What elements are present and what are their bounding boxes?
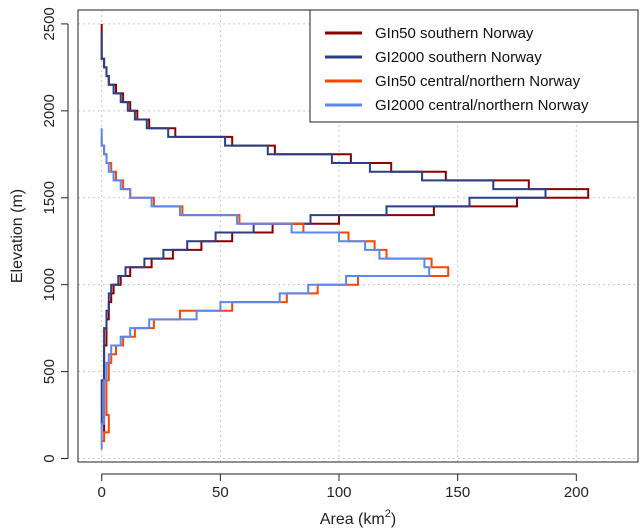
y-tick-label: 0 <box>41 454 58 462</box>
x-tick-label: 200 <box>564 484 589 501</box>
legend-label-3: GIn50 central/northern Norway <box>375 73 581 90</box>
x-tick-label: 0 <box>98 484 106 501</box>
legend-label-1: GIn50 southern Norway <box>375 25 534 42</box>
data-series <box>100 23 590 450</box>
y-tick-label: 500 <box>41 359 58 384</box>
y-axis-label: Elevation (m) <box>9 189 26 283</box>
legend-label-2: GI2000 southern Norway <box>375 49 542 66</box>
legend-box <box>309 9 639 123</box>
x-tick-label: 150 <box>445 484 470 501</box>
legend-items: GIn50 southern Norway GI2000 southern Nor… <box>325 25 589 114</box>
x-tick-label: 50 <box>212 484 229 501</box>
series-line-2 <box>100 32 547 424</box>
x-axis-label-text: Area (km <box>320 511 385 528</box>
series-line-3 <box>100 136 450 443</box>
x-axis-label: Area (km2) <box>320 508 396 528</box>
y-tick-label: 2500 <box>41 7 58 40</box>
x-tick-label: 100 <box>327 484 352 501</box>
y-tick-label: 1000 <box>41 268 58 301</box>
x-axis-label-close: ) <box>391 511 396 528</box>
y-tick-label: 2000 <box>41 94 58 127</box>
legend-label-4: GI2000 central/northern Norway <box>375 97 589 114</box>
legend: GIn50 southern Norway GI2000 southern Nor… <box>309 9 639 123</box>
series-line-4 <box>100 128 431 450</box>
x-axis-label-superscript: 2 <box>385 508 391 520</box>
y-tick-label: 1500 <box>41 181 58 214</box>
